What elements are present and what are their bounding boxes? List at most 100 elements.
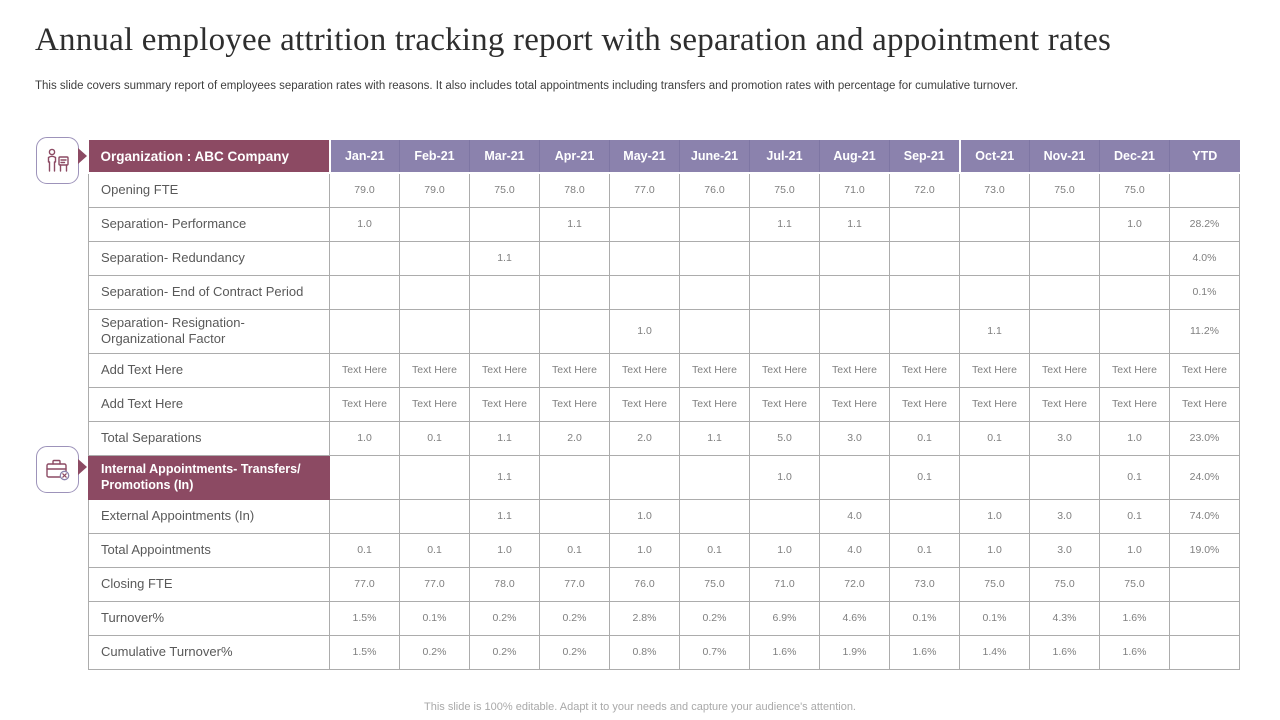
data-cell: Text Here xyxy=(679,386,750,422)
column-header-feb-21: Feb-21 xyxy=(399,140,470,174)
data-cell: 3.0 xyxy=(1029,420,1100,456)
data-cell: Text Here xyxy=(959,386,1030,422)
data-cell xyxy=(539,308,610,354)
row-label: External Appointments (In) xyxy=(88,498,330,534)
ytd-cell: Text Here xyxy=(1169,386,1240,422)
data-cell: Text Here xyxy=(749,386,820,422)
data-cell: Text Here xyxy=(539,352,610,388)
data-cell: 1.6% xyxy=(749,634,820,670)
row-label: Add Text Here xyxy=(88,386,330,422)
attrition-table-wrap: Organization : ABC Company Jan-21 Feb-21 M… xyxy=(88,140,1240,670)
data-cell: 4.6% xyxy=(819,600,890,636)
column-header-sep-21: Sep-21 xyxy=(889,140,960,174)
attrition-icon-box xyxy=(36,137,79,184)
data-cell xyxy=(959,454,1030,500)
ytd-cell xyxy=(1169,172,1240,208)
data-cell: 0.1% xyxy=(959,600,1030,636)
data-cell: 4.3% xyxy=(1029,600,1100,636)
data-cell xyxy=(1029,308,1100,354)
data-cell: 6.9% xyxy=(749,600,820,636)
data-cell: 75.0 xyxy=(679,566,750,602)
data-cell: 1.6% xyxy=(1029,634,1100,670)
data-cell xyxy=(609,206,680,242)
table-row: Opening FTE 79.0 79.0 75.0 78.0 77.0 76.0 75.0 7… xyxy=(88,172,1240,208)
column-header-may-21: May-21 xyxy=(609,140,680,174)
data-cell: 71.0 xyxy=(819,172,890,208)
data-cell xyxy=(819,274,890,310)
data-cell: 2.0 xyxy=(609,420,680,456)
data-cell: 75.0 xyxy=(1029,172,1100,208)
data-cell: 1.6% xyxy=(889,634,960,670)
data-cell xyxy=(329,308,400,354)
data-cell: Text Here xyxy=(609,386,680,422)
data-cell xyxy=(539,274,610,310)
data-cell xyxy=(609,454,680,500)
data-cell xyxy=(329,498,400,534)
org-header-cell: Organization : ABC Company xyxy=(88,140,331,174)
data-cell: 0.1 xyxy=(1099,454,1170,500)
data-cell: 1.1 xyxy=(469,240,540,276)
ytd-cell: 28.2% xyxy=(1169,206,1240,242)
data-cell: 1.5% xyxy=(329,634,400,670)
data-cell: Text Here xyxy=(889,352,960,388)
data-cell: 73.0 xyxy=(959,172,1030,208)
data-cell: 1.0 xyxy=(329,420,400,456)
column-header-june-21: June-21 xyxy=(679,140,750,174)
data-cell xyxy=(399,206,470,242)
data-cell: 76.0 xyxy=(609,566,680,602)
callout-arrow-icon xyxy=(78,459,87,475)
data-cell xyxy=(539,498,610,534)
data-cell xyxy=(1099,240,1170,276)
data-cell: Text Here xyxy=(679,352,750,388)
data-cell: Text Here xyxy=(609,352,680,388)
data-cell: 1.0 xyxy=(749,532,820,568)
data-cell: Text Here xyxy=(959,352,1030,388)
ytd-cell xyxy=(1169,600,1240,636)
data-cell: 1.9% xyxy=(819,634,890,670)
column-header-jul-21: Jul-21 xyxy=(749,140,820,174)
data-cell: 1.0 xyxy=(609,532,680,568)
ytd-cell: 11.2% xyxy=(1169,308,1240,354)
data-cell: 0.1 xyxy=(959,420,1030,456)
data-cell xyxy=(749,274,820,310)
data-cell: 1.1 xyxy=(539,206,610,242)
data-cell: 1.0 xyxy=(959,532,1030,568)
column-header-apr-21: Apr-21 xyxy=(539,140,610,174)
column-header-nov-21: Nov-21 xyxy=(1029,140,1100,174)
data-cell xyxy=(749,308,820,354)
data-cell xyxy=(609,240,680,276)
data-cell: 71.0 xyxy=(749,566,820,602)
data-cell: 1.1 xyxy=(469,454,540,500)
footer-note: This slide is 100% editable. Adapt it to… xyxy=(424,701,856,713)
ytd-cell: Text Here xyxy=(1169,352,1240,388)
data-cell xyxy=(889,498,960,534)
data-cell xyxy=(1029,274,1100,310)
data-cell xyxy=(329,454,400,500)
data-cell: 0.2% xyxy=(679,600,750,636)
table-row: Total Separations 1.0 0.1 1.1 2.0 2.0 1.1 5.0 3.… xyxy=(88,420,1240,456)
data-cell: 77.0 xyxy=(399,566,470,602)
data-cell: 1.0 xyxy=(1099,532,1170,568)
data-cell: 78.0 xyxy=(469,566,540,602)
data-cell: 0.2% xyxy=(469,600,540,636)
data-cell: 78.0 xyxy=(539,172,610,208)
data-cell: 75.0 xyxy=(469,172,540,208)
data-cell: 0.1 xyxy=(889,532,960,568)
table-row: Internal Appointments- Transfers/ Promot… xyxy=(88,454,1240,500)
row-label: Separation- Performance xyxy=(88,206,330,242)
row-label: Add Text Here xyxy=(88,352,330,388)
row-label: Total Separations xyxy=(88,420,330,456)
data-cell xyxy=(819,454,890,500)
data-cell: 1.5% xyxy=(329,600,400,636)
table-row: Separation- Redundancy 1.1 4.0% xyxy=(88,240,1240,276)
data-cell: Text Here xyxy=(469,352,540,388)
table-row: Separation- End of Contract Period 0.1% xyxy=(88,274,1240,310)
data-cell xyxy=(399,454,470,500)
data-cell: 0.8% xyxy=(609,634,680,670)
callout-arrow-icon xyxy=(78,148,87,164)
data-cell: Text Here xyxy=(1029,386,1100,422)
data-cell xyxy=(399,240,470,276)
table-body: Opening FTE 79.0 79.0 75.0 78.0 77.0 76.0 75.0 7… xyxy=(88,172,1240,670)
column-header-aug-21: Aug-21 xyxy=(819,140,890,174)
data-cell: 75.0 xyxy=(1099,566,1170,602)
